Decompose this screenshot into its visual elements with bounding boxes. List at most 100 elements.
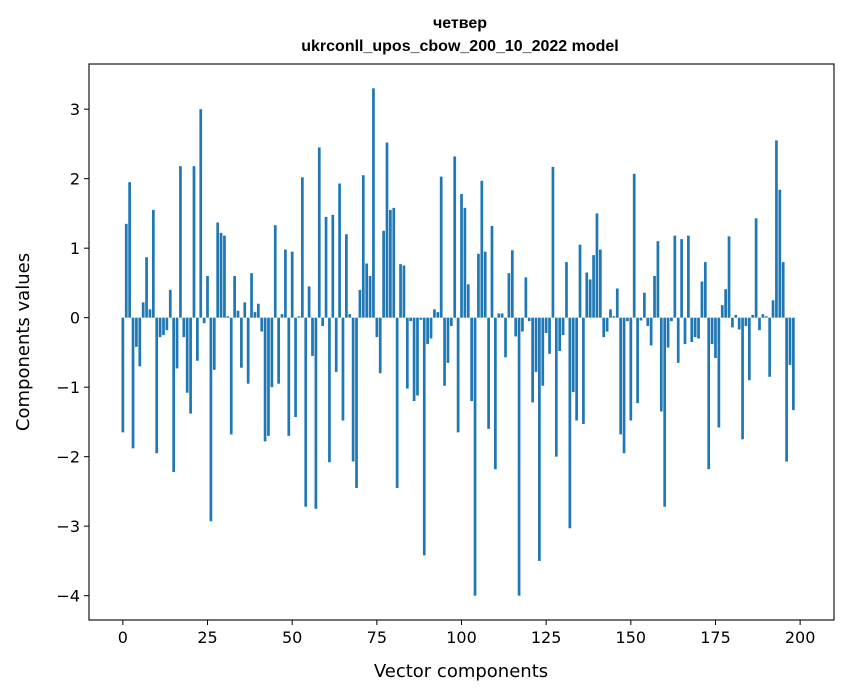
bar xyxy=(781,262,785,318)
bar xyxy=(565,262,568,318)
bar xyxy=(287,317,291,436)
bar xyxy=(629,317,633,421)
bar xyxy=(558,317,562,352)
bar xyxy=(321,317,325,327)
x-tick-label: 175 xyxy=(700,628,731,647)
bar xyxy=(792,317,795,411)
x-axis-ticks: 0 25 50 75 100 125 150 175 200 xyxy=(118,620,815,647)
bar xyxy=(429,317,433,339)
x-tick-label: 100 xyxy=(446,628,477,647)
bar xyxy=(317,147,321,318)
bar xyxy=(687,235,690,318)
bar xyxy=(473,317,477,596)
bar xyxy=(551,166,555,318)
bar xyxy=(521,317,524,332)
x-tick-label: 125 xyxy=(531,628,562,647)
bar xyxy=(588,279,592,318)
bar xyxy=(483,251,487,318)
bar xyxy=(456,317,460,433)
bar xyxy=(649,317,653,346)
bar xyxy=(490,225,494,318)
y-tick-label: 0 xyxy=(70,309,80,328)
bar xyxy=(582,317,585,425)
bar xyxy=(548,317,551,354)
bar xyxy=(639,317,643,321)
bar xyxy=(605,317,609,332)
bar xyxy=(541,317,545,386)
bar xyxy=(365,263,369,318)
plot-area-frame xyxy=(88,63,835,621)
bar xyxy=(534,317,538,372)
bar xyxy=(592,255,595,318)
bar xyxy=(273,225,277,318)
bar xyxy=(761,314,765,318)
bar xyxy=(717,317,721,428)
y-tick-label: 3 xyxy=(70,100,80,119)
bar xyxy=(297,316,301,318)
bar xyxy=(683,317,687,345)
bar xyxy=(453,156,457,318)
bar xyxy=(443,317,446,386)
bar xyxy=(135,317,138,347)
bar xyxy=(673,235,677,318)
bar xyxy=(653,275,656,318)
bar xyxy=(341,317,345,421)
bar xyxy=(643,292,646,318)
bar xyxy=(466,284,470,318)
bar xyxy=(585,272,589,318)
bar xyxy=(568,317,572,529)
chart-subtitle: ukrconll_upos_cbow_200_10_2022 model xyxy=(301,38,618,55)
bar xyxy=(517,317,521,596)
bar xyxy=(172,317,176,472)
bar xyxy=(426,317,429,345)
bar xyxy=(778,189,782,318)
y-axis-label: Components values xyxy=(13,253,34,431)
bar xyxy=(168,289,172,318)
bar xyxy=(338,183,341,318)
y-tick-label: 1 xyxy=(70,239,80,258)
bar xyxy=(612,316,616,318)
bar xyxy=(158,317,162,338)
bar xyxy=(216,222,220,318)
bar xyxy=(348,314,352,318)
bar xyxy=(124,223,128,318)
bar xyxy=(731,317,734,328)
bar xyxy=(764,316,768,318)
bar xyxy=(263,317,267,442)
bar xyxy=(727,236,731,318)
bar xyxy=(311,317,314,356)
bar xyxy=(504,317,507,358)
bar xyxy=(284,249,287,318)
bar xyxy=(307,286,311,318)
bar xyxy=(351,317,355,462)
bar xyxy=(361,175,365,318)
bar xyxy=(571,317,575,393)
bar xyxy=(771,300,775,318)
bar xyxy=(328,317,331,463)
bar xyxy=(175,317,179,369)
y-tick-label: 2 xyxy=(70,170,80,189)
bar xyxy=(510,250,514,318)
bar xyxy=(206,275,209,318)
bar xyxy=(199,109,203,318)
bar xyxy=(334,317,338,372)
bar xyxy=(179,166,182,318)
bar xyxy=(449,317,453,327)
y-axis-ticks: −4 −3 −2 −1 0 1 2 3 xyxy=(56,100,89,606)
bar xyxy=(304,317,308,507)
bar xyxy=(209,317,213,522)
bar xyxy=(487,317,490,429)
bar xyxy=(646,317,650,327)
bar xyxy=(507,273,511,318)
bar xyxy=(128,182,131,318)
bar xyxy=(561,317,565,336)
bar xyxy=(497,313,501,318)
bar xyxy=(375,317,379,338)
bar xyxy=(697,317,700,339)
y-tick-label: −2 xyxy=(56,448,80,467)
bar xyxy=(626,317,629,322)
bar xyxy=(754,218,758,318)
bar xyxy=(358,289,362,318)
bar xyxy=(720,305,724,318)
